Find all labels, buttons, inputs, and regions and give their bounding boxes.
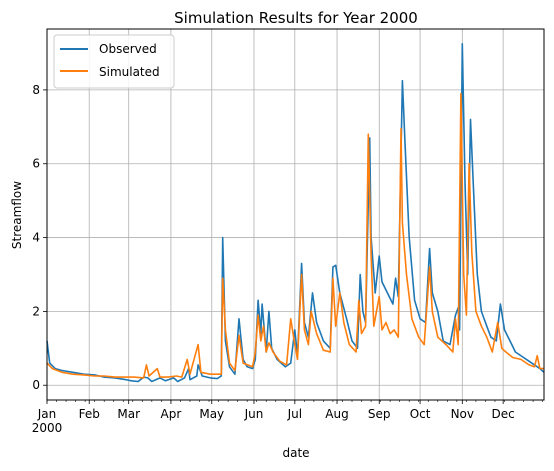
x-tick-label: Sep <box>368 407 391 421</box>
x-tick-label: Dec <box>492 407 515 421</box>
x-tick-label: Apr <box>161 407 182 421</box>
x-tick-label: Jun <box>244 407 264 421</box>
x-tick-label: Jul <box>287 407 302 421</box>
x-tick-label: Nov <box>451 407 474 421</box>
x-tick-label: Jan <box>37 407 57 421</box>
x-axis-label: date <box>282 446 309 460</box>
x-tick-label: Aug <box>325 407 348 421</box>
x-axis: Jan Feb Mar Apr May Jun Jul Aug Sep Oct Nov Dec 2000 <box>32 400 543 435</box>
y-tick-label: 0 <box>32 378 40 392</box>
x-tick-label: May <box>199 407 224 421</box>
chart-title: Simulation Results for Year 2000 <box>174 9 418 27</box>
y-axis: 0 2 4 6 8 <box>32 83 47 392</box>
y-tick-label: 4 <box>32 231 40 245</box>
legend: Observed Simulated <box>53 34 175 89</box>
x-tick-label: Mar <box>117 407 140 421</box>
series-layer <box>46 43 545 383</box>
legend-label-observed: Observed <box>99 42 157 56</box>
series-line-simulated <box>46 92 544 379</box>
y-tick-label: 6 <box>32 157 40 171</box>
y-tick-label: 8 <box>32 83 40 97</box>
y-axis-label: Streamflow <box>10 181 24 249</box>
plot-frame <box>46 28 545 401</box>
x-tick-label: Oct <box>410 407 431 421</box>
y-tick-label: 2 <box>32 304 40 318</box>
x-tick-label: Feb <box>79 407 100 421</box>
series-line-observed <box>46 43 545 383</box>
legend-label-simulated: Simulated <box>99 65 160 79</box>
x-year-label: 2000 <box>32 421 63 435</box>
